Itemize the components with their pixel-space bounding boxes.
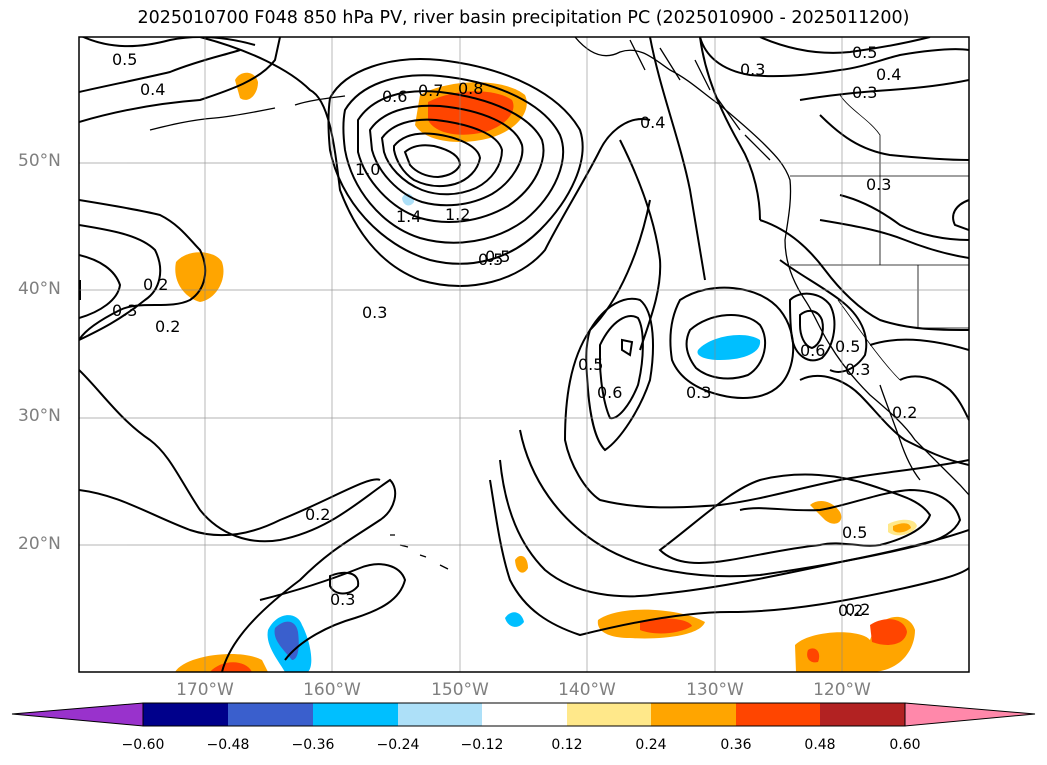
- contour-label: 0.3: [362, 303, 387, 322]
- contour-label: 0.6: [382, 87, 407, 106]
- colorbar-bin: [482, 703, 567, 726]
- contour-label: 0.6: [597, 383, 622, 402]
- colorbar-bin: [313, 703, 398, 726]
- contour-label: 0.4: [876, 65, 901, 84]
- contour-label: 0.3: [740, 60, 765, 79]
- colorbar-extend-low: [11, 702, 144, 727]
- lon-label: 170°W: [176, 680, 234, 700]
- contour-label: 0.7: [418, 81, 443, 100]
- contour-label: 0.3: [845, 360, 870, 379]
- colorbar-bin: [651, 703, 736, 726]
- colorbar-tick-label: −0.36: [291, 737, 335, 753]
- contour-label: 0.3: [866, 175, 891, 194]
- map-frame: [78, 36, 970, 673]
- map-title: 2025010700 F048 850 hPa PV, river basin …: [137, 8, 910, 28]
- contour-label: 0.5: [835, 337, 860, 356]
- contour-label: 1.4: [396, 207, 421, 226]
- lon-label: 120°W: [813, 680, 871, 700]
- lon-label: 140°W: [558, 680, 616, 700]
- lon-label: 150°W: [431, 680, 489, 700]
- colorbar-tick-label: −0.48: [206, 737, 250, 753]
- coastlines: [149, 37, 969, 570]
- contour-label: 0.2: [892, 403, 917, 422]
- contour-label: 0.2: [305, 505, 330, 524]
- colorbar-bin: [820, 703, 905, 726]
- precip-shading: [175, 72, 917, 672]
- contour-label: 0.5: [578, 355, 603, 374]
- contour-label: 1.2: [445, 205, 470, 224]
- colorbar-bin: [398, 703, 482, 726]
- lat-label: 40°N: [18, 279, 61, 299]
- contour-label: 0.4: [640, 113, 665, 132]
- lon-label: 160°W: [303, 680, 361, 700]
- colorbar-tick-label: 0.48: [804, 737, 836, 753]
- contour-label: 0.5: [478, 250, 503, 269]
- colorbar-tick-label: 0.12: [551, 737, 583, 753]
- contour-label: 0.3: [852, 83, 877, 102]
- colorbar-tick-label: −0.60: [121, 737, 165, 753]
- lat-label: 50°N: [18, 151, 61, 171]
- colorbar-tick-label: −0.12: [460, 737, 504, 753]
- contour-labels: 0.5 0.4 0.3 0.2 0.2 0.3 0.2 0.2 0.3 0.6 …: [112, 43, 917, 620]
- contour-label: 0.3: [330, 590, 355, 609]
- contour-label: 1.0: [355, 160, 380, 179]
- lat-label: 30°N: [18, 406, 61, 426]
- pv-contours: [79, 37, 969, 672]
- contour-label: 0.4: [140, 80, 165, 99]
- colorbar-bin: [228, 703, 313, 726]
- contour-label: 0.2: [845, 600, 870, 619]
- colorbar-tick-label: 0.60: [889, 737, 921, 753]
- contour-label: 0.8: [458, 79, 483, 98]
- colorbar-extend-high: [904, 702, 1036, 727]
- colorbar-tick-label: 0.36: [720, 737, 752, 753]
- colorbar-bin: [567, 703, 651, 726]
- colorbar-tick-label: 0.24: [635, 737, 667, 753]
- graticule: [79, 37, 969, 672]
- contour-label: 0.3: [112, 301, 137, 320]
- contour-label: 0.2: [155, 317, 180, 336]
- contour-label: 0.5: [842, 523, 867, 542]
- contour-label: 0.5: [112, 50, 137, 69]
- contour-label: 0.5: [852, 43, 877, 62]
- contour-label: 0.2: [143, 275, 168, 294]
- colorbar-tick-label: −0.24: [376, 737, 420, 753]
- colorbar-bin: [736, 703, 820, 726]
- contour-label: 0.2: [838, 601, 863, 620]
- contour-label: 0.6: [800, 341, 825, 360]
- colorbar: [11, 702, 1036, 727]
- colorbar-bin: [143, 703, 228, 726]
- lon-label: 130°W: [686, 680, 744, 700]
- contour-label: 0.5: [485, 247, 510, 266]
- contour-label: 0.3: [686, 383, 711, 402]
- lat-label: 20°N: [18, 534, 61, 554]
